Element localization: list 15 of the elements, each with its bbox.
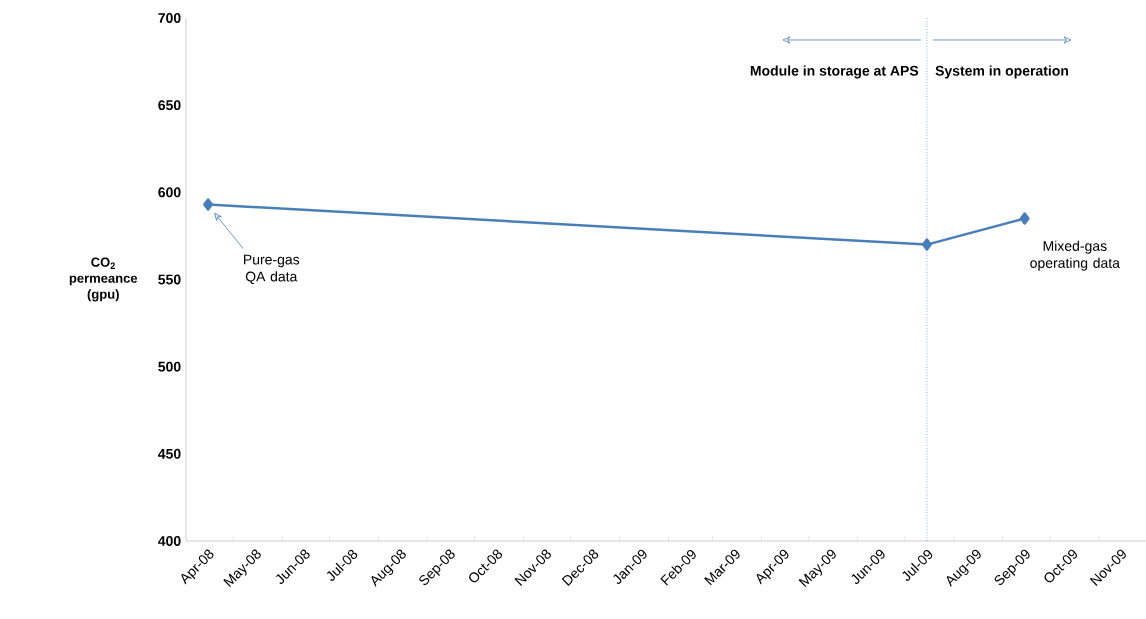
y-tick-label: 700: [158, 13, 181, 23]
annotation: Mixed-gas operating data: [1030, 240, 1120, 271]
annotation: Module in storage at APS: [750, 65, 919, 79]
y-tick-label: 550: [158, 274, 181, 285]
y-axis-title: CO$_{2}$ permeance (gpu): [69, 257, 138, 302]
y-tick-label: 600: [158, 187, 181, 198]
y-tick-label: 450: [158, 448, 181, 459]
point: [203, 198, 214, 211]
y-tick-label: 500: [158, 361, 181, 372]
point: [1019, 212, 1030, 225]
annotation: System in operation: [935, 65, 1069, 79]
annotation: Pure-gas QA data: [244, 254, 300, 284]
y-tick-label: 650: [158, 100, 181, 111]
y-tick-label: 400: [158, 536, 181, 546]
point: [921, 238, 932, 251]
